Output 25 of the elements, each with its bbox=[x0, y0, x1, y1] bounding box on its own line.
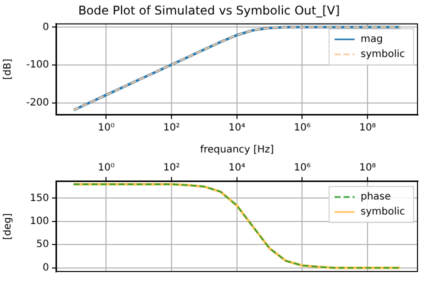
y-tick-label: 0 bbox=[42, 22, 49, 33]
y-tick-label: 150 bbox=[30, 192, 49, 204]
legend-label: symbolic bbox=[360, 206, 405, 218]
x-tick-label: 10⁸ bbox=[359, 122, 376, 134]
x-tick-label: 10⁸ bbox=[359, 162, 376, 174]
y-tick-label: -200 bbox=[26, 97, 49, 108]
y-axis-title: [deg] bbox=[2, 213, 14, 240]
y-tick-label: 0 bbox=[42, 262, 49, 274]
x-tick-label: 10⁶ bbox=[294, 162, 311, 174]
y-tick-label: -100 bbox=[26, 60, 49, 71]
x-tick-label: 10⁰ bbox=[98, 122, 115, 134]
x-tick-label: 10⁰ bbox=[98, 162, 115, 174]
x-tick-label: 10² bbox=[163, 122, 180, 134]
chart-title: Bode Plot of Simulated vs Symbolic Out_[V] bbox=[78, 3, 340, 18]
legend-label: mag bbox=[360, 34, 383, 45]
x-tick-label: 10⁴ bbox=[228, 162, 246, 174]
x-tick-label: 10⁶ bbox=[294, 122, 311, 134]
y-tick-label: 50 bbox=[36, 239, 49, 250]
y-axis-title: [dB] bbox=[2, 58, 14, 80]
legend-label: phase bbox=[360, 192, 391, 203]
x-axis-title: frequancy [Hz] bbox=[200, 144, 274, 156]
legend-label: symbolic bbox=[360, 48, 405, 60]
y-tick-label: 100 bbox=[30, 216, 49, 227]
x-tick-label: 10⁴ bbox=[228, 122, 246, 134]
x-tick-label: 10² bbox=[163, 162, 180, 174]
